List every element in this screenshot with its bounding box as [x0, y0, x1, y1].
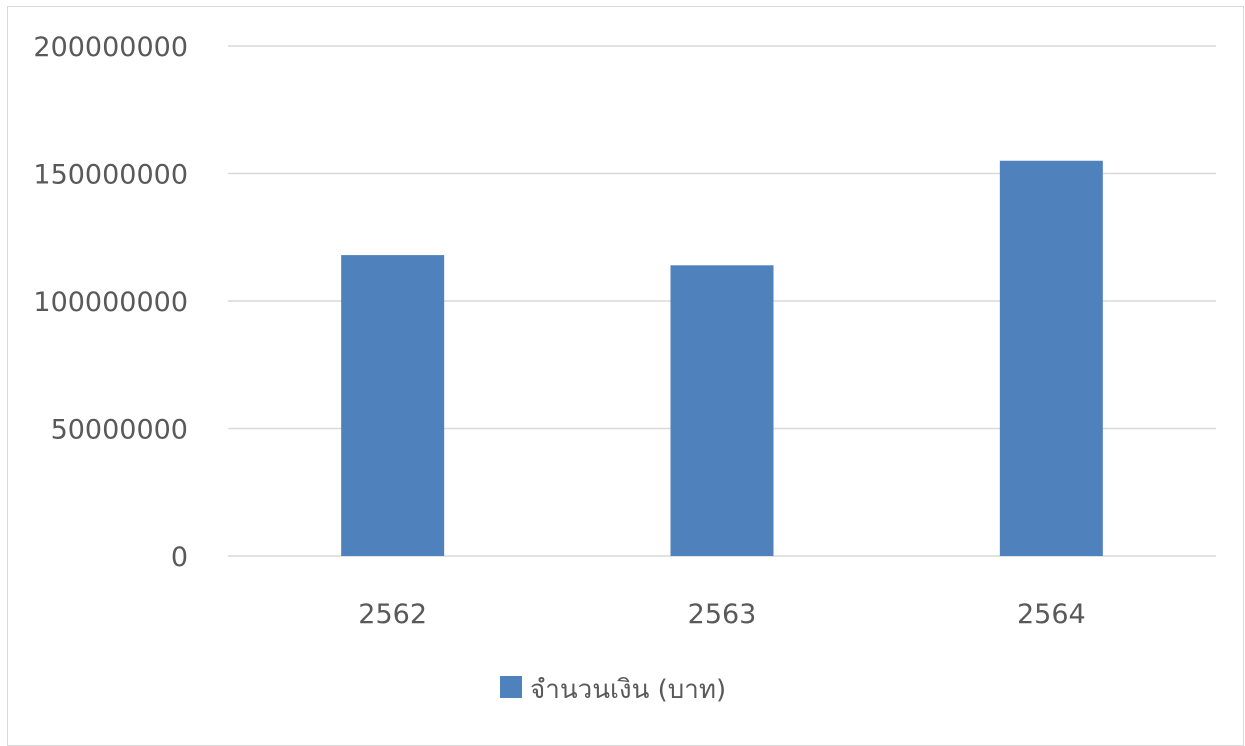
- x-axis-ticks: 2562 2563 2564: [358, 599, 1085, 630]
- y-tick-label: 200000000: [33, 32, 188, 63]
- x-tick-label: 2563: [688, 599, 757, 630]
- bar-2564: [999, 160, 1103, 556]
- bars: [341, 160, 1103, 556]
- y-tick-label: 50000000: [51, 415, 188, 446]
- legend-swatch: [500, 676, 522, 698]
- legend-label: จำนวนเงิน (บาท): [530, 675, 726, 705]
- x-tick-label: 2562: [358, 599, 427, 630]
- y-tick-label: 100000000: [33, 287, 188, 318]
- y-tick-label: 0: [171, 542, 188, 573]
- bar-2562: [341, 255, 445, 556]
- legend: จำนวนเงิน (บาท): [500, 675, 726, 705]
- bar-2563: [670, 265, 774, 556]
- y-axis-ticks: 0 50000000 100000000 150000000 200000000: [33, 32, 188, 573]
- x-tick-label: 2564: [1017, 599, 1086, 630]
- y-tick-label: 150000000: [33, 160, 188, 191]
